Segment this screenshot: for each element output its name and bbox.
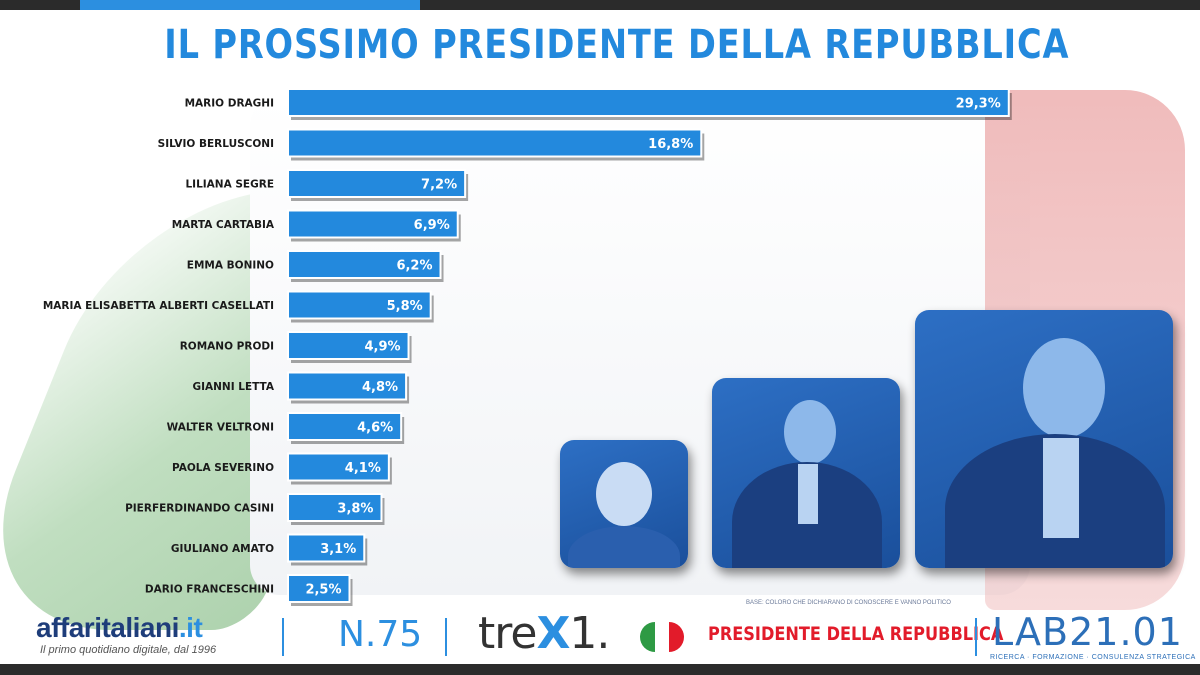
portrait-liliana-segre	[560, 440, 688, 568]
bottom-bar	[0, 664, 1200, 675]
affaritaliani-logo: affaritaliani.it	[36, 612, 203, 643]
category-label: SILVIO BERLUSCONI	[158, 138, 274, 150]
trex-logo: treX1.	[478, 608, 610, 659]
category-label: GIANNI LETTA	[192, 381, 274, 393]
top-bar	[0, 0, 1200, 10]
bar	[287, 493, 383, 522]
bar	[287, 88, 1010, 117]
value-label: 5,8%	[387, 299, 423, 314]
affaritaliani-tagline: Il primo quotidiano digitale, dal 1996	[40, 644, 217, 656]
category-label: WALTER VELTRONI	[167, 422, 274, 434]
survey-title: PRESIDENTE DELLA REPUBBLICA	[708, 623, 1004, 645]
category-label: EMMA BONINO	[187, 260, 274, 272]
value-label: 2,5%	[305, 583, 341, 598]
issue-number: N.75	[338, 614, 423, 655]
category-label: MARTA CARTABIA	[172, 219, 275, 231]
category-label: DARIO FRANCESCHINI	[145, 584, 274, 596]
category-label: ROMANO PRODI	[180, 341, 274, 353]
top-bar-accent	[80, 0, 420, 10]
bar	[287, 574, 351, 603]
value-label: 3,1%	[320, 542, 356, 557]
value-label: 3,8%	[337, 502, 373, 517]
page-title: IL PROSSIMO PRESIDENTE DELLA REPUBBLICA	[164, 22, 1070, 68]
category-label: GIULIANO AMATO	[171, 543, 274, 555]
bar	[287, 533, 366, 563]
value-label: 4,6%	[357, 421, 393, 436]
value-label: 4,9%	[364, 340, 400, 355]
value-label: 4,1%	[345, 461, 381, 476]
value-label: 16,8%	[648, 137, 693, 152]
lab2101-logo: LAB21.01	[992, 610, 1183, 654]
bar	[287, 209, 459, 239]
category-label: PAOLA SEVERINO	[172, 462, 274, 474]
bar	[287, 169, 467, 198]
footer-separator	[282, 618, 284, 656]
base-note: BASE: COLORO CHE DICHIARANO DI CONOSCERE…	[746, 600, 951, 606]
category-label: MARIO DRAGHI	[185, 98, 274, 110]
value-label: 6,2%	[396, 259, 432, 274]
category-label: PIERFERDINANDO CASINI	[125, 503, 274, 515]
portrait-mario-draghi	[915, 310, 1173, 568]
bar	[287, 290, 432, 320]
bar	[287, 371, 408, 401]
italian-flag-icon	[640, 622, 684, 652]
value-label: 4,8%	[362, 380, 398, 395]
portrait-silvio-berlusconi	[712, 378, 900, 568]
bar	[287, 250, 442, 279]
bar	[287, 412, 403, 441]
category-label: LILIANA SEGRE	[185, 179, 274, 191]
bar	[287, 331, 410, 360]
bar	[287, 452, 390, 482]
value-label: 7,2%	[421, 178, 457, 193]
value-label: 29,3%	[956, 97, 1001, 112]
value-label: 6,9%	[414, 218, 450, 233]
bar	[287, 128, 703, 158]
category-label: MARIA ELISABETTA ALBERTI CASELLATI	[43, 300, 274, 312]
footer-separator	[445, 618, 447, 656]
footer-separator	[975, 618, 977, 656]
lab2101-subtitle: RICERCA · FORMAZIONE · CONSULENZA STRATE…	[990, 654, 1196, 661]
